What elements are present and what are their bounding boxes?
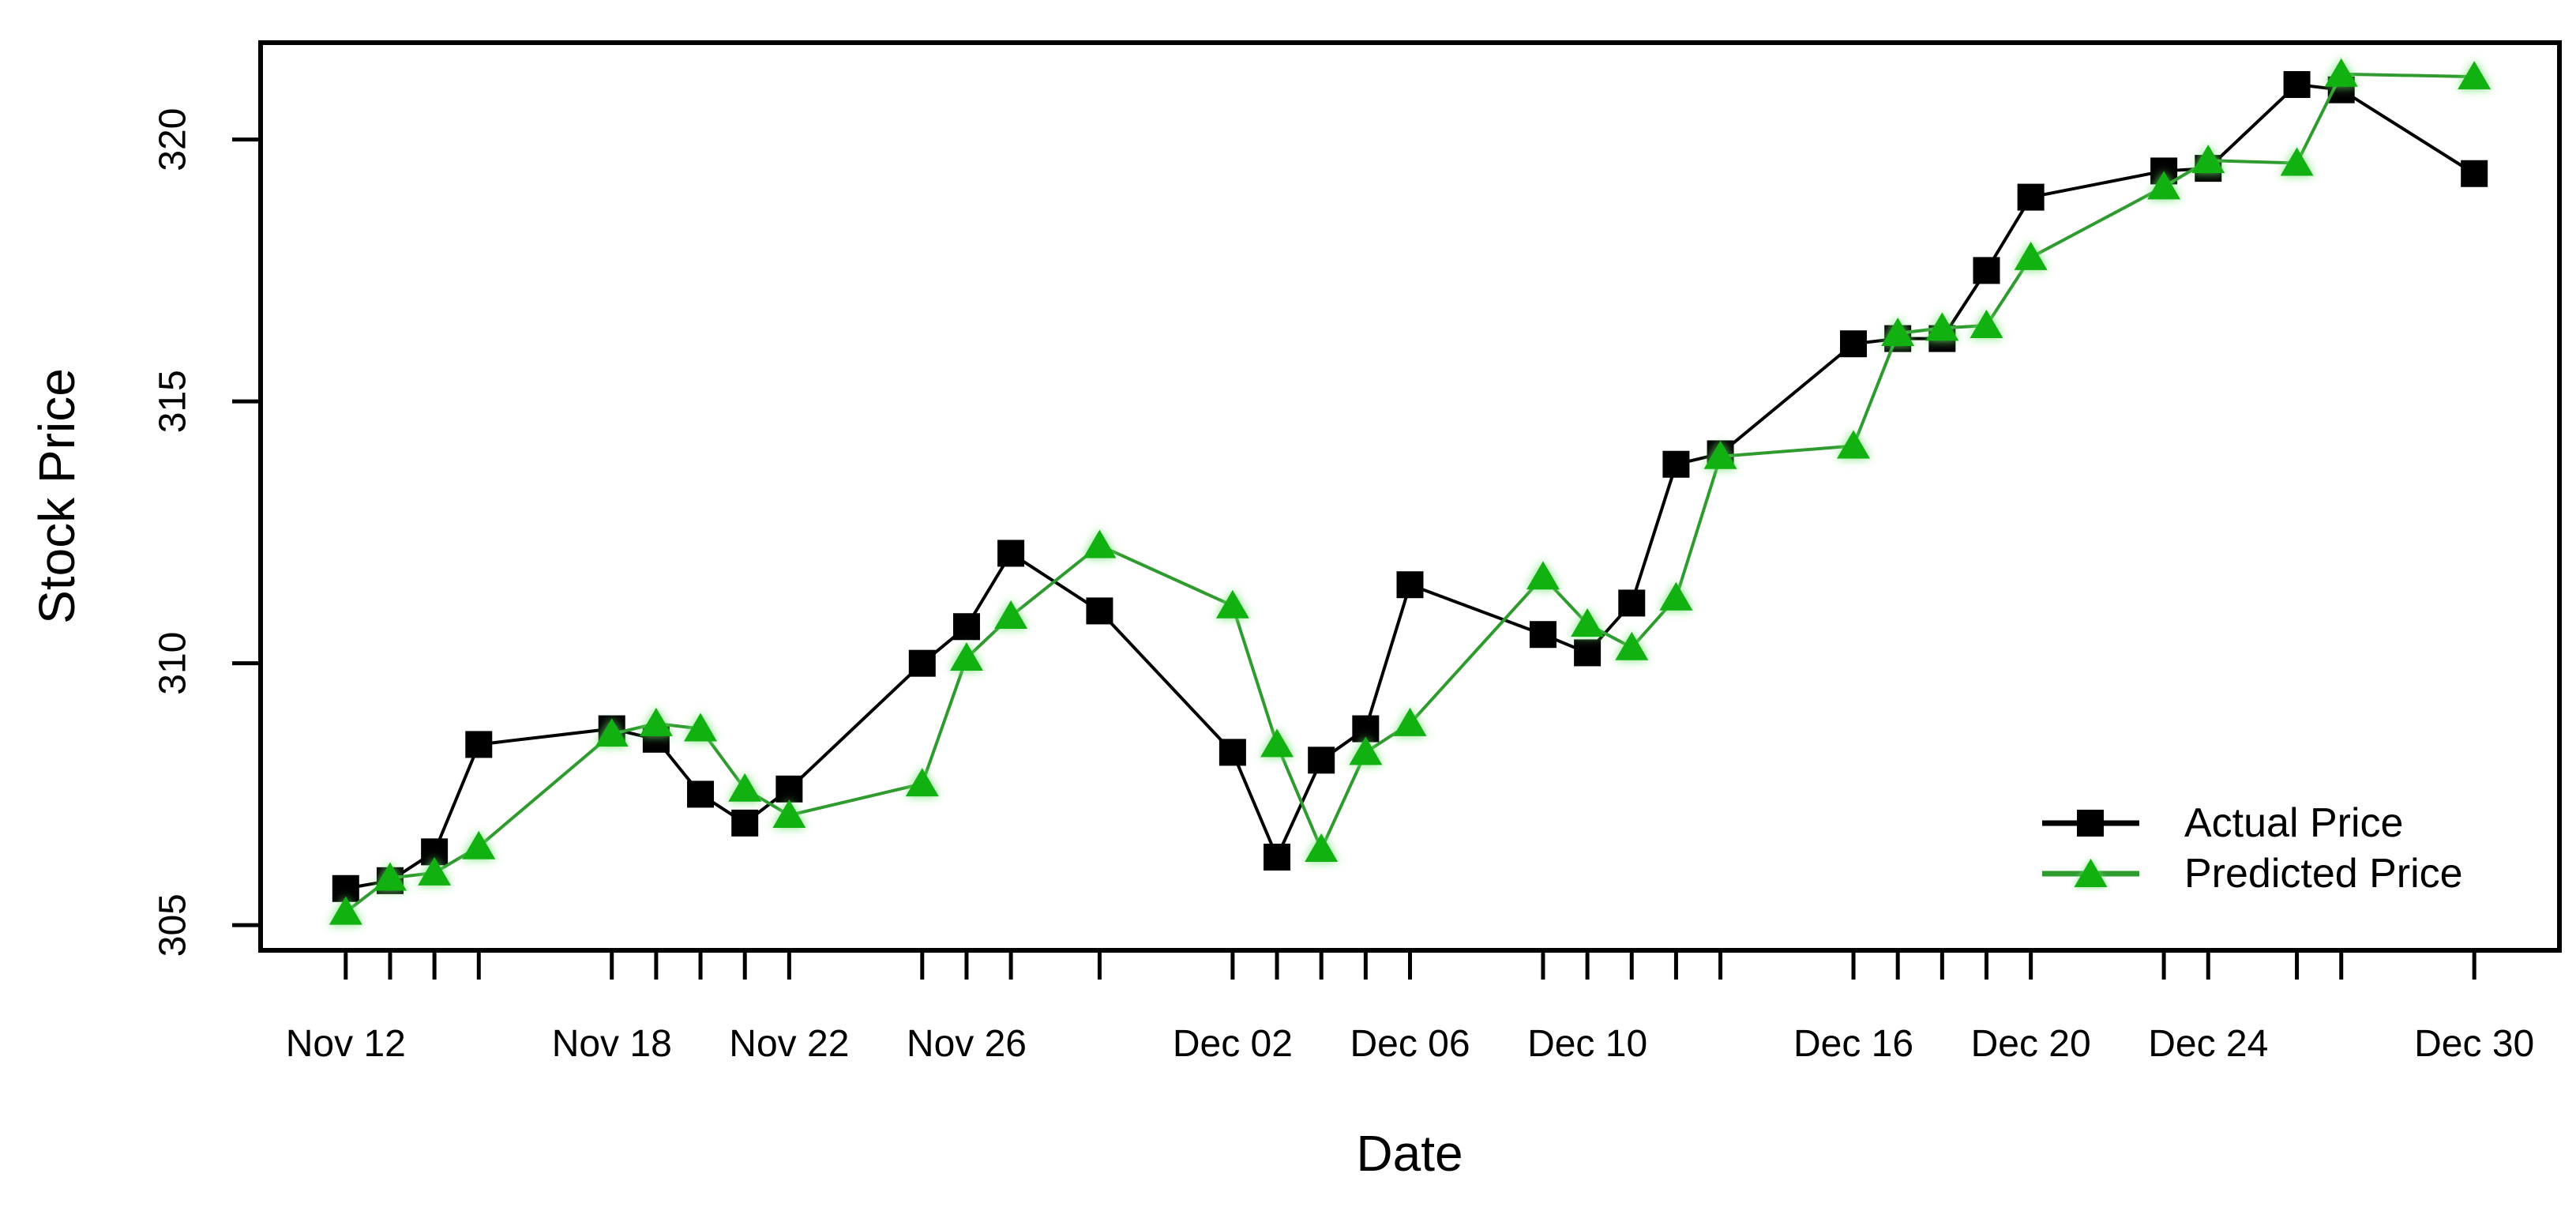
actual-marker xyxy=(775,775,803,803)
predicted-marker xyxy=(1571,607,1605,637)
predicted-marker xyxy=(772,799,806,828)
actual-series-line xyxy=(345,82,2476,890)
predicted-marker xyxy=(1215,589,1249,619)
predicted-marker xyxy=(1526,561,1560,590)
actual-marker xyxy=(1574,639,1602,667)
predicted-marker xyxy=(1083,529,1117,558)
legend-item-predicted: Predicted Price xyxy=(2042,848,2463,899)
actual-marker xyxy=(1662,450,1690,478)
x-tick-label: Dec 20 xyxy=(1971,1023,2091,1065)
predicted-marker xyxy=(373,862,407,891)
x-tick-label: Nov 22 xyxy=(729,1023,849,1065)
x-tick-label: Nov 12 xyxy=(286,1023,406,1065)
actual-marker xyxy=(731,809,759,837)
predicted-marker xyxy=(329,896,362,925)
predicted-marker xyxy=(418,856,452,886)
x-axis-title: Date xyxy=(1356,1125,1463,1182)
actual-marker xyxy=(1529,621,1556,649)
predicted-marker xyxy=(1393,707,1427,736)
predicted-marker xyxy=(1615,631,1649,660)
actual-marker xyxy=(2461,160,2488,187)
actual-marker xyxy=(908,649,936,677)
x-tick-label: Nov 18 xyxy=(552,1023,672,1065)
predicted-marker xyxy=(595,718,629,747)
predicted-marker xyxy=(462,830,496,859)
actual-marker xyxy=(1264,843,1291,871)
actual-marker xyxy=(465,731,493,758)
predicted-marker xyxy=(905,768,939,797)
predicted-marker xyxy=(1305,833,1339,863)
x-tick-label: Dec 30 xyxy=(2414,1023,2534,1065)
predicted-marker xyxy=(728,773,762,802)
predicted-marker xyxy=(1659,581,1693,611)
x-tick-label: Nov 26 xyxy=(907,1023,1027,1065)
predicted-marker xyxy=(1970,310,2003,339)
actual-series-sample-icon xyxy=(2042,810,2139,837)
predicted-marker xyxy=(1925,312,1959,341)
predicted-marker xyxy=(2458,61,2492,90)
predicted-marker xyxy=(1349,736,1383,765)
x-tick-label: Dec 06 xyxy=(1350,1023,1470,1065)
predicted-marker xyxy=(1703,440,1737,469)
predicted-series-line xyxy=(344,72,2475,914)
x-tick-label: Dec 24 xyxy=(2148,1023,2268,1065)
predicted-marker xyxy=(2280,147,2314,176)
predicted-marker xyxy=(1837,430,1871,459)
predicted-marker xyxy=(2014,241,2048,270)
predicted-marker xyxy=(2324,58,2358,87)
y-tick-label: 315 xyxy=(152,370,194,433)
actual-marker xyxy=(1086,597,1113,625)
predicted-marker xyxy=(639,707,673,736)
actual-marker xyxy=(952,613,980,641)
actual-marker xyxy=(2017,183,2045,211)
x-tick-label: Dec 10 xyxy=(1527,1023,1647,1065)
actual-marker xyxy=(1219,739,1246,766)
legend-label-actual: Actual Price xyxy=(2184,800,2404,846)
predicted-marker xyxy=(1260,728,1294,758)
predicted-marker xyxy=(994,600,1028,629)
y-tick-label: 305 xyxy=(152,893,194,957)
y-tick-label: 320 xyxy=(152,108,194,171)
actual-marker xyxy=(997,540,1025,567)
actual-marker xyxy=(1618,589,1646,617)
predicted-marker xyxy=(2191,145,2225,174)
y-axis-title: Stock Price xyxy=(28,368,85,624)
x-tick-label: Dec 02 xyxy=(1173,1023,1293,1065)
legend: Actual Price Predicted Price xyxy=(2042,798,2463,899)
x-tick-label: Dec 16 xyxy=(1793,1023,1913,1065)
actual-marker xyxy=(687,780,715,808)
legend-label-predicted: Predicted Price xyxy=(2184,851,2463,897)
predicted-series-sample-icon xyxy=(2042,859,2139,887)
predicted-marker xyxy=(684,713,718,742)
predicted-marker xyxy=(949,642,983,671)
predicted-marker xyxy=(1881,317,1915,346)
y-tick-label: 310 xyxy=(152,632,194,695)
actual-marker xyxy=(1973,257,2000,284)
legend-item-actual: Actual Price xyxy=(2042,798,2463,848)
actual-marker xyxy=(1396,571,1424,599)
actual-marker xyxy=(1840,330,1868,358)
actual-marker xyxy=(1308,747,1335,774)
actual-marker xyxy=(2283,71,2311,99)
predicted-marker xyxy=(2147,171,2181,200)
